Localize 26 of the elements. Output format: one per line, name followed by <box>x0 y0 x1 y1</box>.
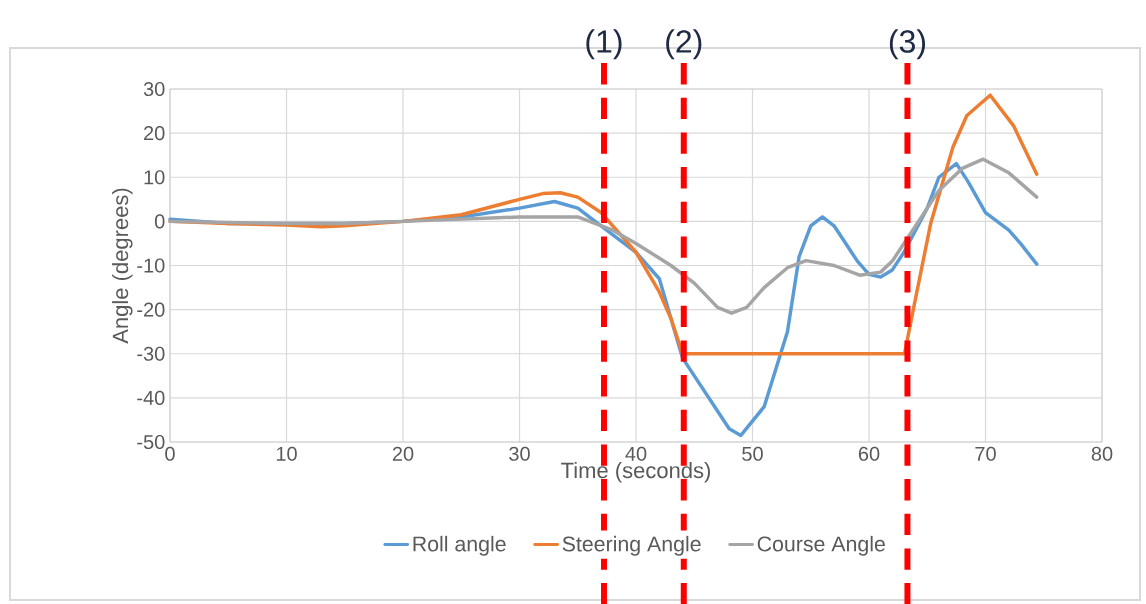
y-tick-label: -20 <box>137 302 165 317</box>
y-tick-label: 0 <box>154 214 165 229</box>
y-tick-label: 10 <box>144 170 165 185</box>
text: (3) <box>889 29 926 60</box>
legend-label: Roll angle <box>413 535 506 556</box>
y-axis-title: Angle (degrees) <box>112 188 133 344</box>
x-tick-label: 80 <box>1091 446 1113 461</box>
x-tick-label: 60 <box>858 446 880 461</box>
x-tick-label: 30 <box>509 446 530 461</box>
y-tick-label: -50 <box>137 434 165 450</box>
x-tick-label: 70 <box>975 446 996 461</box>
text: (2) <box>666 29 702 60</box>
x-tick-label: 10 <box>276 446 297 461</box>
legend-label: Steering Angle <box>562 535 701 556</box>
x-axis-title: Time (seconds) <box>561 462 710 483</box>
y-tick-label: 30 <box>143 81 165 97</box>
y-tick-label: 20 <box>144 126 165 141</box>
legend-label: Course Angle <box>757 535 885 556</box>
y-tick-label: -30 <box>137 346 165 361</box>
x-tick-label: 50 <box>742 446 763 461</box>
x-tick-label: 20 <box>392 446 414 461</box>
y-tick-label: -40 <box>137 390 165 405</box>
x-tick-label: 40 <box>625 446 647 461</box>
y-tick-label: -10 <box>137 258 165 273</box>
x-tick-label: 0 <box>165 446 175 461</box>
text: (1) <box>586 29 622 60</box>
